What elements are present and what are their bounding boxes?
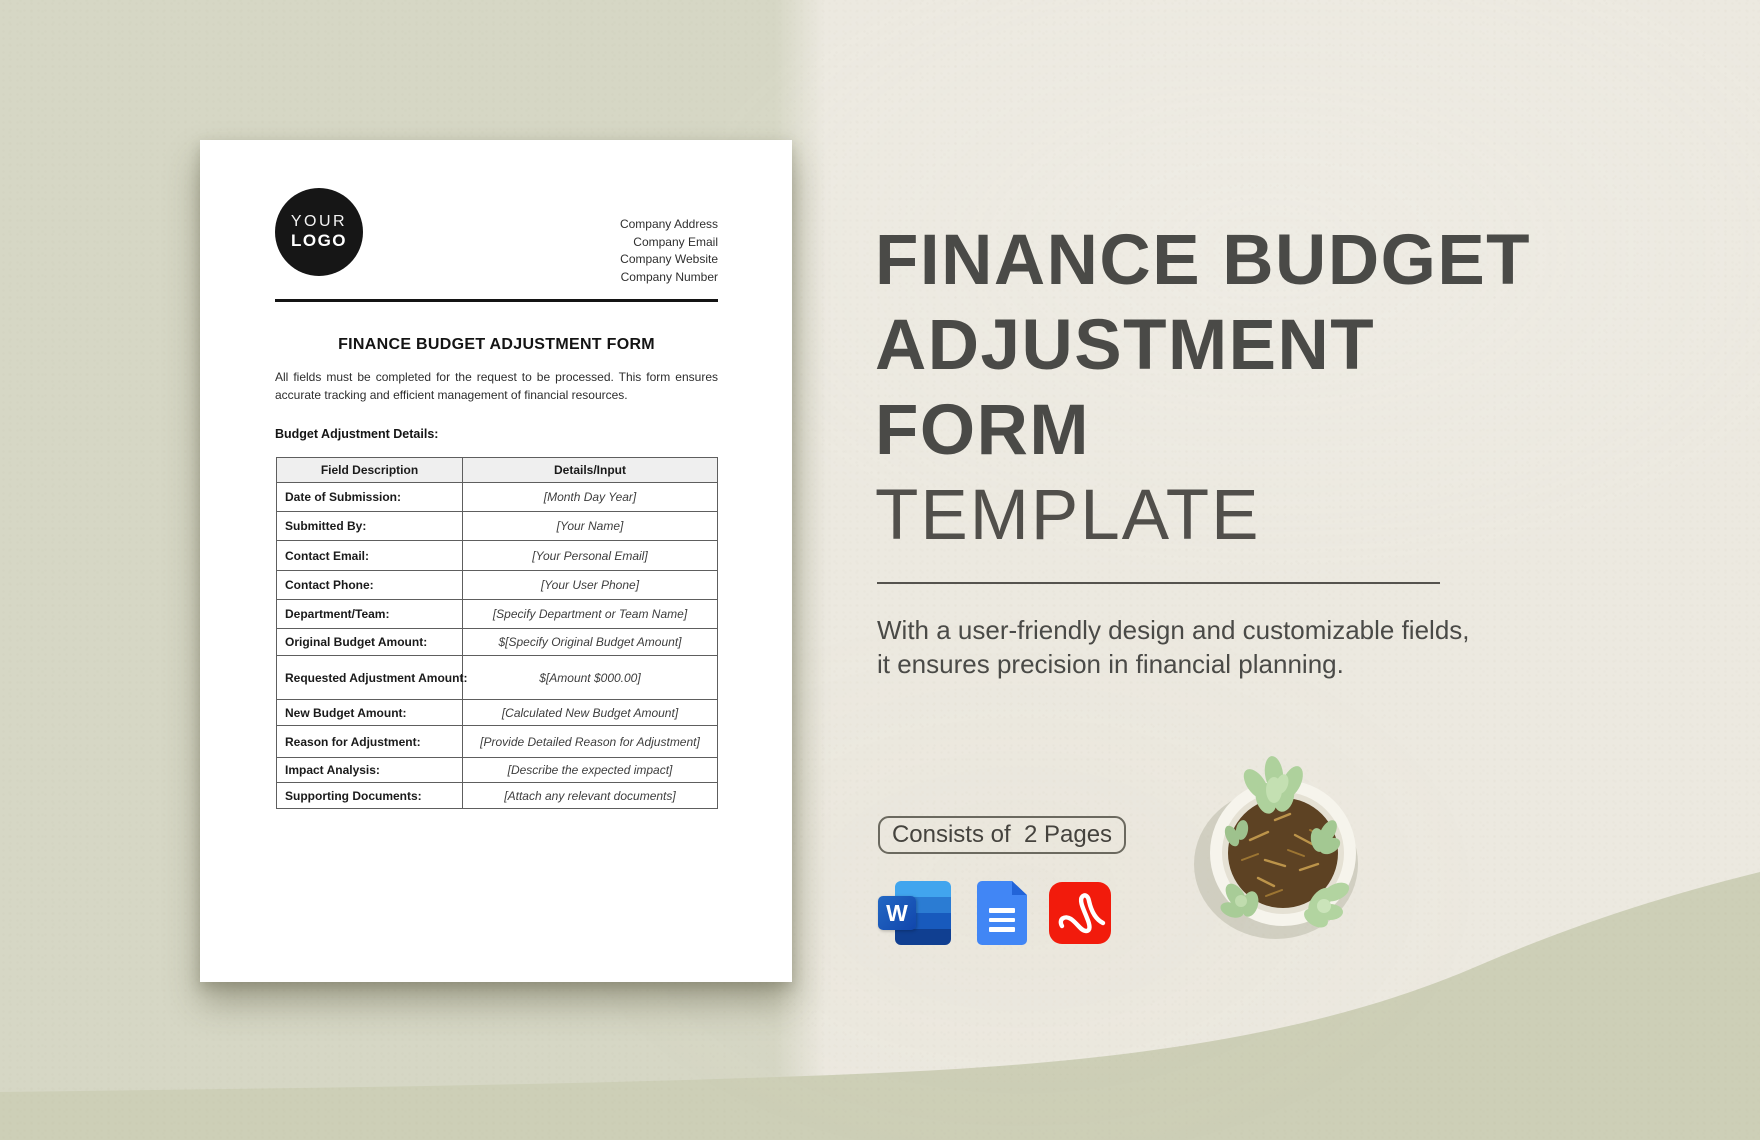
field-label: Contact Email:: [276, 540, 463, 571]
pdf-icon[interactable]: [1049, 882, 1111, 944]
logo-text-top: YOUR: [290, 213, 348, 231]
field-label: New Budget Amount:: [276, 699, 463, 726]
field-label: Impact Analysis:: [276, 757, 463, 783]
field-value: [Calculated New Budget Amount]: [462, 699, 718, 726]
docs-folded-corner: [1012, 881, 1027, 896]
form-intro: All fields must be completed for the req…: [275, 370, 718, 402]
company-email: Company Email: [633, 234, 718, 249]
field-value: [Your Name]: [462, 511, 718, 541]
field-value: [Month Day Year]: [462, 482, 718, 512]
document-page: YOUR LOGO Company Address Company Email …: [200, 140, 792, 982]
table-row: Date of Submission: [Month Day Year]: [276, 482, 718, 512]
ms-word-icon[interactable]: W: [878, 881, 951, 945]
field-value: [Attach any relevant documents]: [462, 782, 718, 809]
company-address: Company Address: [619, 217, 718, 231]
word-letter-tile: W: [878, 896, 916, 930]
company-info-block: Company Address Company Email Company We…: [620, 216, 718, 286]
company-website: Company Website: [620, 252, 718, 266]
table-row: Department/Team: [Specify Department or …: [276, 599, 718, 629]
company-logo: YOUR LOGO: [275, 188, 363, 276]
field-label: Original Budget Amount:: [276, 628, 463, 656]
form-title: FINANCE BUDGET ADJUSTMENT FORM: [338, 336, 655, 353]
table-row: Reason for Adjustment: [Provide Detailed…: [276, 725, 718, 758]
hero-subtitle-line-1: With a user-friendly design and customiz…: [877, 615, 1470, 645]
succulent-plant-photo: [1194, 756, 1358, 939]
field-label: Supporting Documents:: [276, 782, 463, 809]
field-value: [Your User Phone]: [462, 570, 718, 600]
table-row: Contact Phone: [Your User Phone]: [276, 570, 718, 600]
field-label: Contact Phone:: [276, 570, 463, 600]
table-header-row: Field Description Details/Input: [276, 457, 718, 483]
header-divider: [275, 299, 718, 302]
pages-count-label: Consists of 2 Pages: [891, 821, 1113, 848]
field-label: Requested Adjustment Amount:: [276, 655, 467, 700]
table-row: Supporting Documents: [Attach any releva…: [276, 782, 718, 809]
field-value: [Specify Department or Team Name]: [462, 599, 718, 629]
field-value: $[Amount $000.00]: [462, 655, 718, 700]
table-row: New Budget Amount: [Calculated New Budge…: [276, 699, 718, 726]
field-label: Reason for Adjustment:: [276, 725, 463, 758]
hero-subtitle-line-2: it ensures precision in financial planni…: [877, 649, 1344, 679]
company-number: Company Number: [620, 269, 718, 284]
format-icons-row: W: [878, 881, 1111, 945]
google-docs-icon[interactable]: [977, 881, 1027, 945]
field-value: [Describe the expected impact]: [462, 757, 718, 783]
field-label: Date of Submission:: [276, 482, 463, 512]
table-row: Impact Analysis: [Describe the expected …: [276, 757, 718, 783]
docs-text-lines: [989, 908, 1015, 937]
hero-title-line-3: FORM: [875, 391, 1091, 470]
table-row: Submitted By: [Your Name]: [276, 511, 718, 541]
hero-subtitle: With a user-friendly design and customiz…: [877, 613, 1470, 681]
hero-title-template: TEMPLATE: [875, 476, 1261, 555]
field-value: [Provide Detailed Reason for Adjustment]: [462, 725, 718, 758]
pages-count-badge: Consists of 2 Pages: [878, 816, 1126, 854]
section-heading: Budget Adjustment Details:: [275, 427, 439, 441]
field-label: Department/Team:: [276, 599, 463, 629]
table-row: Contact Email: [Your Personal Email]: [276, 540, 718, 571]
hero-title-line-1: FINANCE BUDGET: [875, 221, 1532, 300]
table-row: Requested Adjustment Amount: $[Amount $0…: [276, 655, 718, 700]
table-row: Original Budget Amount: $[Specify Origin…: [276, 628, 718, 656]
budget-details-table: Field Description Details/Input Date of …: [276, 457, 718, 809]
logo-text-bottom: LOGO: [290, 231, 348, 251]
succulent-leaves: [1220, 756, 1350, 928]
col-header-details: Details/Input: [462, 457, 718, 483]
word-letter: W: [886, 899, 908, 926]
field-label: Submitted By:: [276, 511, 463, 541]
field-value: $[Specify Original Budget Amount]: [462, 628, 718, 656]
hero-divider: [877, 582, 1440, 584]
hero-title-line-2: ADJUSTMENT: [875, 306, 1376, 385]
field-value: [Your Personal Email]: [462, 540, 718, 571]
col-header-field: Field Description: [276, 457, 463, 483]
acrobat-swirl: [1058, 893, 1106, 934]
